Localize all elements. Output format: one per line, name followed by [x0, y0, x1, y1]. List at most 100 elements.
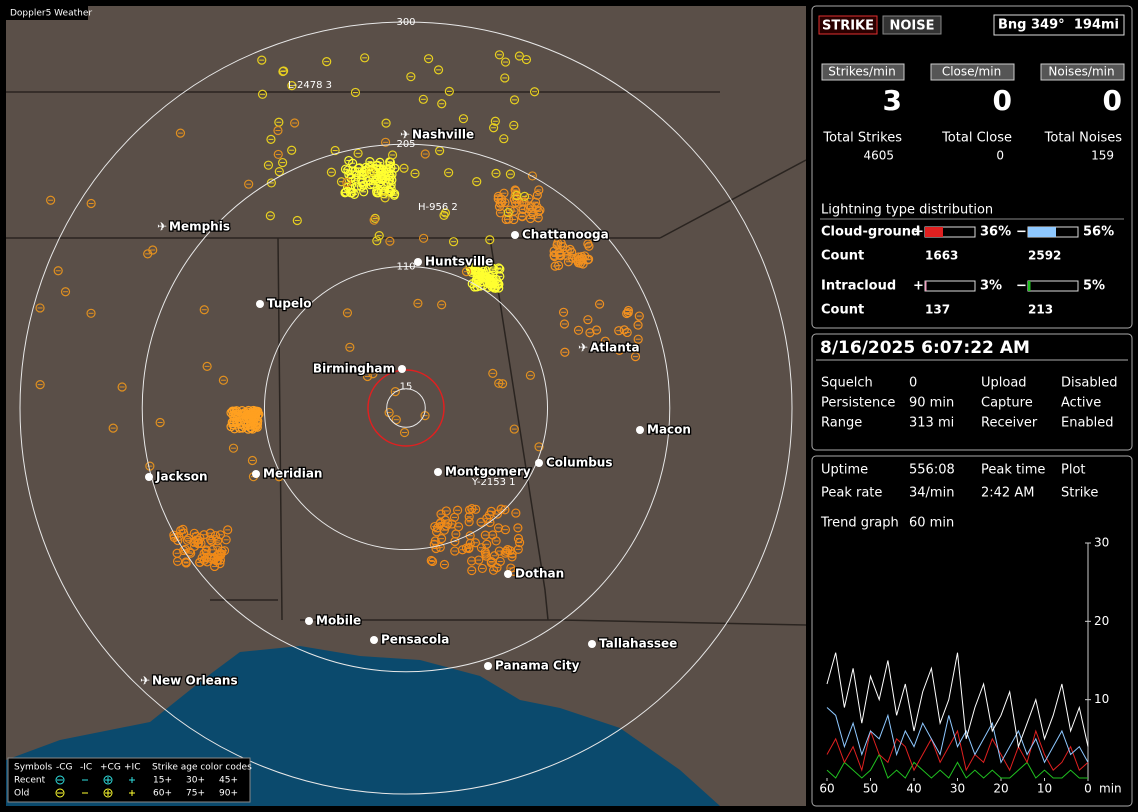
strike: [591, 325, 602, 335]
strike: [228, 443, 239, 453]
strike: [215, 530, 225, 540]
strike: [623, 305, 634, 316]
distribution-title: Lightning type distribution: [821, 203, 993, 218]
legend-age: 15+: [153, 776, 172, 786]
strike: [344, 155, 354, 166]
state-borders: [6, 91, 806, 626]
strike: [495, 556, 505, 567]
strike: [46, 195, 56, 205]
city-label: Jackson: [155, 470, 208, 484]
strike-button[interactable]: [818, 15, 878, 35]
strike: [266, 134, 276, 144]
bar-label: 36%: [980, 225, 1011, 240]
city-label: New Orleans: [152, 674, 238, 688]
strike: [567, 247, 577, 257]
strike: [423, 54, 434, 64]
strike: [497, 379, 508, 389]
strike: [634, 311, 644, 321]
count: 1663: [925, 249, 958, 263]
sign: +: [913, 279, 924, 294]
strike: [377, 167, 387, 177]
strike: [247, 424, 258, 434]
strike: [495, 264, 505, 274]
strike: [176, 525, 186, 536]
stat: Plot: [1061, 463, 1086, 478]
strike: [215, 555, 226, 565]
strike: [467, 556, 477, 566]
strike: [440, 515, 451, 525]
datetime: 8/16/2025 6:07:22 AM: [820, 338, 1030, 358]
legend-symbol: [55, 775, 65, 785]
strike: [274, 166, 284, 177]
range-ring: [141, 143, 671, 673]
strike: [492, 279, 503, 289]
strike: [560, 347, 570, 357]
total-label: Total Strikes: [822, 131, 902, 146]
strike: [342, 308, 353, 318]
strike: [490, 116, 500, 126]
strike: [360, 53, 370, 63]
strike: [182, 535, 192, 545]
bar: [1028, 227, 1056, 237]
strike: [433, 65, 444, 75]
x-tick-label: 30: [950, 782, 965, 796]
strike: [326, 167, 337, 177]
strike: [505, 546, 515, 556]
sign: −: [1016, 279, 1027, 294]
strike: [505, 169, 516, 179]
x-tick-label: 20: [993, 782, 1008, 796]
strike: [461, 267, 472, 277]
distribution-count-label: Count: [821, 303, 864, 318]
storm-label: L-2478 3: [288, 80, 332, 91]
strike: [374, 230, 384, 241]
trend-line: [826, 652, 1089, 749]
setting: Capture: [981, 396, 1033, 411]
strike: [474, 555, 484, 565]
strike: [500, 525, 511, 535]
strike: [550, 261, 560, 271]
range-ring: [19, 21, 793, 795]
legend-header: -IC: [80, 763, 92, 773]
strike: [427, 556, 438, 567]
strike: [363, 176, 373, 186]
city-dot: [252, 470, 260, 478]
strike: [633, 320, 643, 330]
strike: [529, 87, 540, 97]
stat: 2:42 AM: [981, 486, 1034, 501]
strike: [265, 211, 275, 221]
strike: [500, 73, 510, 83]
legend-symbol: [103, 775, 113, 785]
bearing: Bng 349°: [998, 18, 1065, 33]
rate-button[interactable]: [821, 63, 905, 81]
strike: [503, 207, 513, 218]
count: 137: [925, 303, 950, 317]
strike: [287, 145, 297, 155]
strike: [148, 245, 158, 255]
strike: [559, 319, 570, 329]
strike: [336, 177, 347, 187]
strike: [472, 177, 482, 187]
strike: [467, 503, 477, 514]
rate-button[interactable]: [1040, 63, 1125, 81]
rate-label: Close/min: [942, 65, 1001, 79]
count: 213: [1028, 303, 1053, 317]
sign: +: [913, 225, 924, 240]
strike: [35, 303, 45, 313]
stat: 34/min: [909, 486, 954, 501]
strike: [594, 299, 605, 309]
strike: [475, 281, 485, 291]
strike: [244, 179, 254, 189]
strike: [553, 260, 564, 271]
strike: [509, 206, 519, 216]
strike: [532, 202, 542, 212]
rate-button[interactable]: [930, 63, 1015, 81]
strike: [444, 168, 454, 178]
noise-button[interactable]: [882, 15, 942, 35]
panel: [811, 333, 1133, 451]
strike: [488, 530, 498, 540]
strike: [476, 543, 486, 553]
strike: [223, 525, 233, 535]
strikes: [35, 50, 644, 576]
strike: [197, 553, 207, 563]
range-ring-label: 300: [396, 17, 415, 28]
